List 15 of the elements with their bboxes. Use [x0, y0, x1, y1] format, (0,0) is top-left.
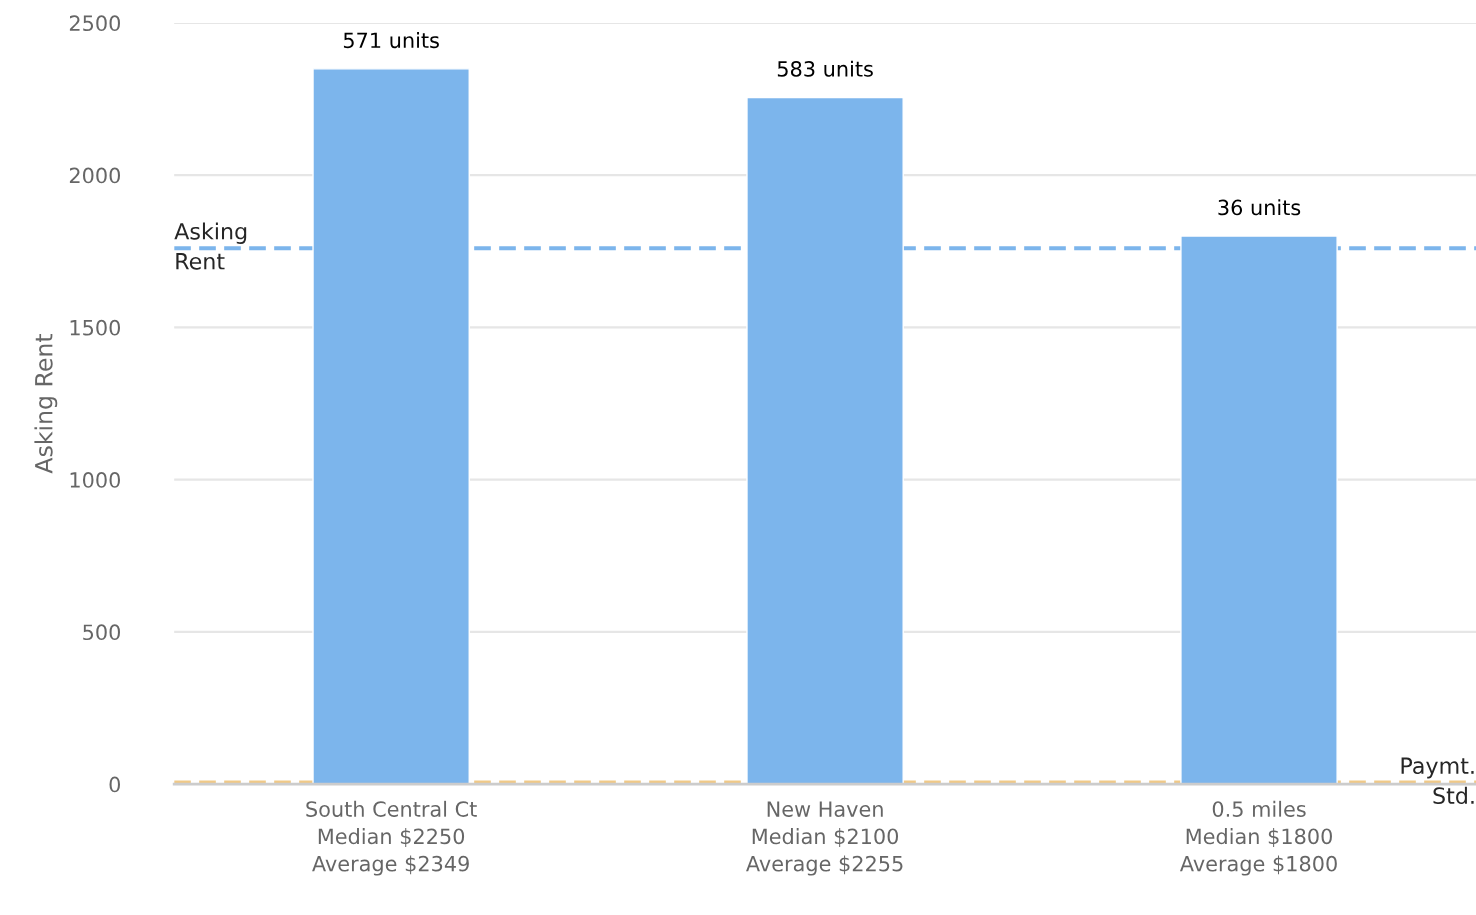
- ref-line-label: Paymt. Std.: [1401, 757, 1474, 805]
- ref-line-label: Asking Rent: [174, 222, 247, 270]
- y-tick-label: 1000: [70, 472, 121, 488]
- y-tick-label: 1500: [70, 319, 121, 336]
- y-tick-label: 2000: [69, 167, 121, 184]
- x-tick-label: South Central Ct Median $2250 Average $2349: [306, 800, 477, 876]
- x-tick-label: 0.5 miles Median $1800 Average $1800: [1179, 800, 1337, 876]
- y-tick-label: 500: [83, 624, 121, 641]
- y-tick-label: 0: [109, 776, 121, 793]
- annotation: 583 units: [777, 60, 873, 77]
- x-tick-label: New Haven Median $2100 Average $2255: [746, 801, 903, 876]
- y-tick-label: 2500: [69, 15, 121, 32]
- annotation: 36 units: [1218, 199, 1301, 216]
- annotation: 571 units: [343, 32, 439, 49]
- y-axis-title: Asking Rent: [34, 333, 58, 474]
